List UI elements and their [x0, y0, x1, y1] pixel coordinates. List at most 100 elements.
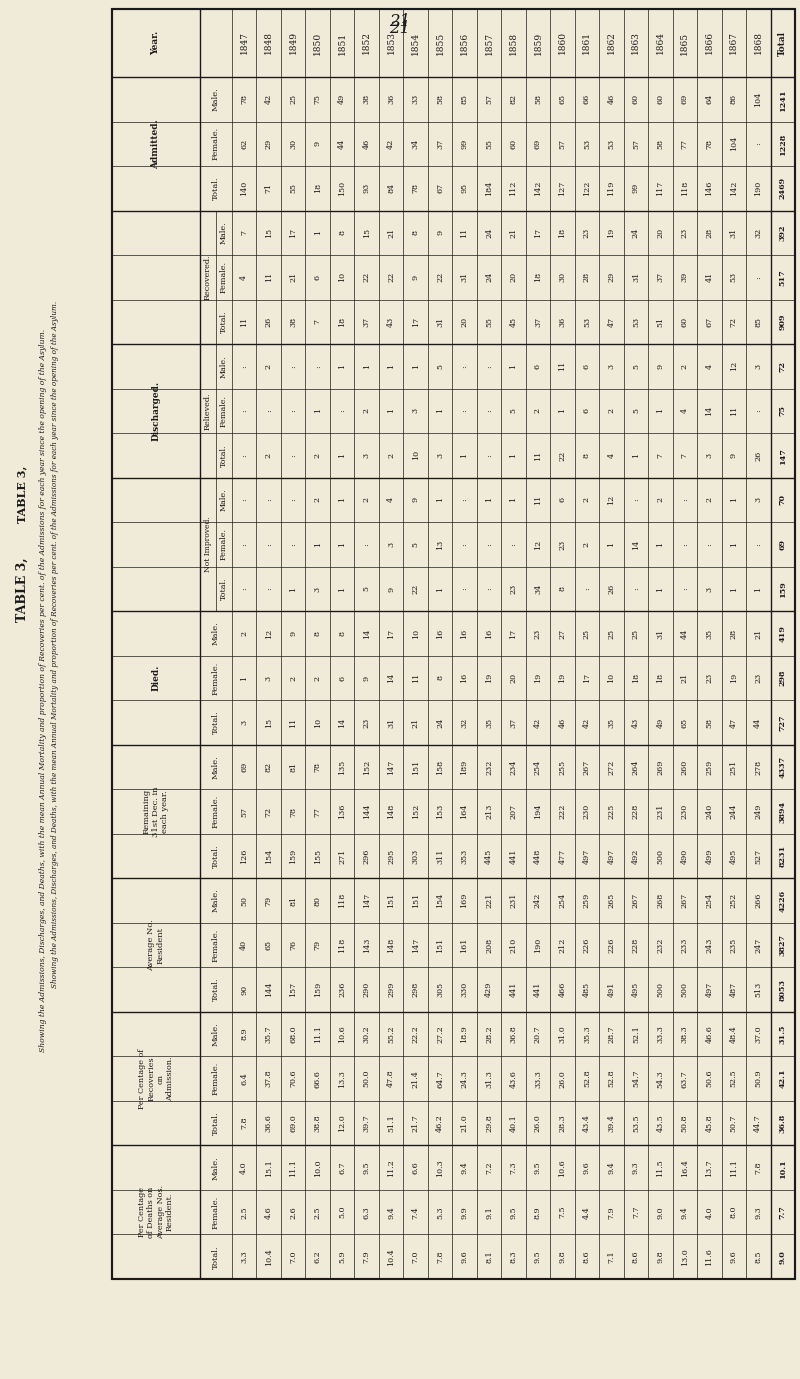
Text: 4: 4	[387, 498, 395, 502]
Text: Female.: Female.	[212, 928, 220, 961]
Text: 38: 38	[362, 94, 370, 105]
Text: 57: 57	[485, 94, 493, 105]
Text: 21: 21	[681, 673, 689, 683]
Text: 213: 213	[485, 804, 493, 819]
Text: 909: 909	[778, 313, 786, 330]
Text: 78: 78	[411, 183, 419, 193]
Text: 278: 278	[754, 760, 762, 775]
Text: 152: 152	[411, 804, 419, 819]
Text: 35: 35	[706, 629, 714, 638]
Text: 20: 20	[656, 228, 664, 237]
Text: Per Centage of
Recoveries
on
Admission.: Per Centage of Recoveries on Admission.	[138, 1048, 174, 1109]
Text: 152: 152	[362, 760, 370, 775]
Text: 1858: 1858	[509, 32, 518, 55]
Text: 60: 60	[656, 94, 664, 105]
Text: :: :	[485, 365, 493, 368]
Text: 21: 21	[289, 272, 297, 283]
Text: 33.3: 33.3	[656, 1025, 664, 1043]
Text: 26.0: 26.0	[534, 1114, 542, 1132]
Text: 264: 264	[632, 760, 640, 775]
Text: 1851: 1851	[338, 32, 346, 55]
Text: 28.7: 28.7	[607, 1026, 615, 1043]
Text: 9.3: 9.3	[754, 1205, 762, 1219]
Text: 75: 75	[314, 94, 322, 105]
Text: 6: 6	[338, 676, 346, 681]
Text: 10: 10	[411, 629, 419, 638]
Text: 6: 6	[534, 364, 542, 370]
Text: 252: 252	[730, 894, 738, 909]
Text: 9.9: 9.9	[461, 1205, 469, 1219]
Text: 43.6: 43.6	[510, 1070, 518, 1088]
Text: 30.2: 30.2	[362, 1025, 370, 1043]
Text: 249: 249	[754, 804, 762, 819]
Text: 18: 18	[314, 183, 322, 193]
Text: 500: 500	[656, 848, 664, 863]
Text: 225: 225	[607, 804, 615, 819]
Text: 95: 95	[461, 183, 469, 193]
Text: 1: 1	[338, 586, 346, 592]
Text: 28.2: 28.2	[485, 1025, 493, 1043]
Text: 50: 50	[240, 895, 248, 906]
Text: 65: 65	[558, 94, 566, 105]
Text: 3: 3	[314, 586, 322, 592]
Text: Female.: Female.	[212, 127, 220, 160]
Text: 445: 445	[485, 848, 493, 863]
Text: 1: 1	[730, 542, 738, 547]
Text: 267: 267	[681, 894, 689, 909]
Text: 13.7: 13.7	[706, 1158, 714, 1176]
Text: 53: 53	[632, 317, 640, 327]
Text: 1: 1	[338, 364, 346, 370]
Text: 77: 77	[314, 807, 322, 816]
Text: 5: 5	[632, 408, 640, 414]
Text: 1: 1	[730, 498, 738, 502]
Text: 7: 7	[240, 230, 248, 236]
Text: 6: 6	[583, 364, 591, 370]
Text: Male.: Male.	[212, 888, 220, 913]
Text: 6.2: 6.2	[314, 1251, 322, 1263]
Text: 4: 4	[706, 364, 714, 370]
Text: 4.0: 4.0	[706, 1205, 714, 1219]
Text: 8: 8	[558, 586, 566, 592]
Text: 260: 260	[681, 760, 689, 775]
Text: Total.: Total.	[212, 177, 220, 200]
Text: 7.8: 7.8	[240, 1117, 248, 1129]
Text: 14: 14	[632, 539, 640, 550]
Text: Male.: Male.	[212, 622, 220, 645]
Text: 19: 19	[534, 673, 542, 683]
Text: 244: 244	[730, 804, 738, 819]
Text: :: :	[681, 587, 689, 590]
Text: 150: 150	[338, 181, 346, 196]
Text: Showing the Admissions, Discharges, and Deaths, with the mean Annual Mortality a: Showing the Admissions, Discharges, and …	[51, 301, 59, 987]
Text: 17: 17	[534, 228, 542, 237]
Text: 2: 2	[362, 408, 370, 414]
Text: 11.1: 11.1	[314, 1025, 322, 1043]
Text: 491: 491	[607, 982, 615, 997]
Text: :: :	[240, 454, 248, 456]
Text: 1866: 1866	[705, 32, 714, 55]
Text: :: :	[314, 365, 322, 368]
Text: 208: 208	[485, 938, 493, 953]
Text: 67: 67	[706, 317, 714, 327]
Text: 23: 23	[534, 629, 542, 638]
Text: 2: 2	[387, 452, 395, 458]
Text: 22: 22	[411, 583, 419, 594]
Text: 28.3: 28.3	[558, 1114, 566, 1132]
Text: 12: 12	[265, 629, 273, 638]
Bar	[112, 10, 795, 1278]
Text: 255: 255	[558, 760, 566, 775]
Text: 9: 9	[436, 230, 444, 236]
Text: TABLE 3,: TABLE 3,	[17, 465, 27, 523]
Text: 127: 127	[558, 181, 566, 196]
Text: 39.4: 39.4	[607, 1114, 615, 1132]
Text: 1863: 1863	[631, 32, 640, 54]
Text: 47.8: 47.8	[387, 1070, 395, 1088]
Text: 9: 9	[314, 141, 322, 146]
Text: 99: 99	[461, 139, 469, 149]
Text: 142: 142	[534, 181, 542, 196]
Text: 9.1: 9.1	[485, 1205, 493, 1219]
Text: 104: 104	[754, 91, 762, 108]
Text: 8.6: 8.6	[583, 1251, 591, 1263]
Text: 37: 37	[534, 317, 542, 327]
Text: 5: 5	[436, 364, 444, 368]
Text: 1850: 1850	[313, 32, 322, 55]
